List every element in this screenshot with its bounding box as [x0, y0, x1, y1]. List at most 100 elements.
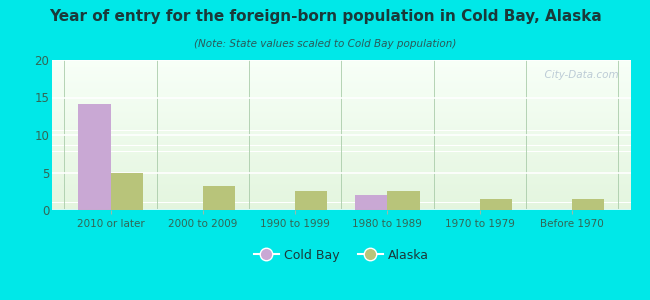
Bar — [52, 104, 630, 105]
Bar — [52, 122, 630, 123]
Legend: Cold Bay, Alaska: Cold Bay, Alaska — [248, 244, 434, 267]
Bar — [52, 178, 630, 179]
Bar — [480, 199, 512, 210]
Bar — [52, 72, 630, 73]
Bar — [52, 198, 630, 199]
Bar — [52, 193, 630, 194]
Bar — [52, 86, 630, 87]
Bar — [52, 114, 630, 115]
Bar — [52, 139, 630, 140]
Bar — [52, 143, 630, 144]
Bar — [52, 194, 630, 195]
Bar — [111, 172, 143, 210]
Bar — [52, 151, 630, 152]
Bar — [52, 93, 630, 94]
Bar — [52, 132, 630, 133]
Bar — [52, 106, 630, 107]
Bar — [52, 121, 630, 122]
Bar — [52, 186, 630, 187]
Bar — [52, 196, 630, 197]
Bar — [52, 161, 630, 162]
Bar — [52, 169, 630, 170]
Bar — [355, 195, 387, 210]
Bar — [52, 164, 630, 165]
Bar — [52, 119, 630, 120]
Bar — [52, 147, 630, 148]
Bar — [52, 99, 630, 100]
Bar — [52, 207, 630, 208]
Bar — [52, 138, 630, 139]
Bar — [52, 204, 630, 205]
Bar — [52, 145, 630, 146]
Bar — [52, 206, 630, 207]
Bar — [52, 199, 630, 200]
Bar — [52, 148, 630, 149]
Bar — [52, 146, 630, 147]
Bar — [52, 181, 630, 182]
Bar — [52, 68, 630, 69]
Bar — [52, 66, 630, 67]
Bar — [52, 133, 630, 134]
Bar — [52, 77, 630, 78]
Bar — [52, 170, 630, 171]
Bar — [52, 76, 630, 77]
Bar — [52, 74, 630, 75]
Bar — [52, 98, 630, 99]
Bar — [52, 154, 630, 155]
Bar — [52, 75, 630, 76]
Bar — [52, 169, 630, 170]
Bar — [52, 187, 630, 188]
Bar — [52, 84, 630, 85]
Bar — [295, 191, 328, 210]
Bar — [52, 101, 630, 102]
Bar — [52, 112, 630, 113]
Text: (Note: State values scaled to Cold Bay population): (Note: State values scaled to Cold Bay p… — [194, 39, 456, 49]
Bar — [52, 195, 630, 196]
Bar — [52, 156, 630, 157]
Bar — [52, 105, 630, 106]
Bar — [52, 62, 630, 63]
Bar — [52, 190, 630, 191]
Bar — [52, 95, 630, 96]
Bar — [52, 63, 630, 64]
Bar — [52, 70, 630, 71]
Bar — [52, 96, 630, 97]
Bar — [52, 78, 630, 79]
Bar — [387, 191, 420, 210]
Bar — [52, 201, 630, 202]
Bar — [52, 81, 630, 82]
Bar — [52, 136, 630, 137]
Bar — [52, 61, 630, 62]
Bar — [52, 165, 630, 166]
Bar — [52, 142, 630, 143]
Bar — [52, 100, 630, 101]
Bar — [52, 79, 630, 80]
Bar — [52, 179, 630, 180]
Text: City-Data.com: City-Data.com — [538, 70, 619, 80]
Bar — [52, 183, 630, 184]
Bar — [52, 100, 630, 101]
Bar — [52, 111, 630, 112]
Bar — [52, 91, 630, 92]
Text: Year of entry for the foreign-born population in Cold Bay, Alaska: Year of entry for the foreign-born popul… — [49, 9, 601, 24]
Bar — [52, 65, 630, 66]
Bar — [52, 90, 630, 91]
Bar — [52, 110, 630, 111]
Bar — [52, 109, 630, 110]
Bar — [52, 140, 630, 141]
Bar — [52, 69, 630, 70]
Bar — [52, 152, 630, 153]
Bar — [78, 103, 111, 210]
Bar — [52, 126, 630, 127]
Bar — [52, 88, 630, 89]
Bar — [52, 175, 630, 176]
Bar — [52, 172, 630, 173]
Bar — [52, 83, 630, 84]
Bar — [52, 167, 630, 168]
Bar — [52, 97, 630, 98]
Bar — [52, 71, 630, 72]
Bar — [52, 208, 630, 209]
Bar — [52, 92, 630, 93]
Bar — [52, 107, 630, 108]
Bar — [52, 182, 630, 183]
